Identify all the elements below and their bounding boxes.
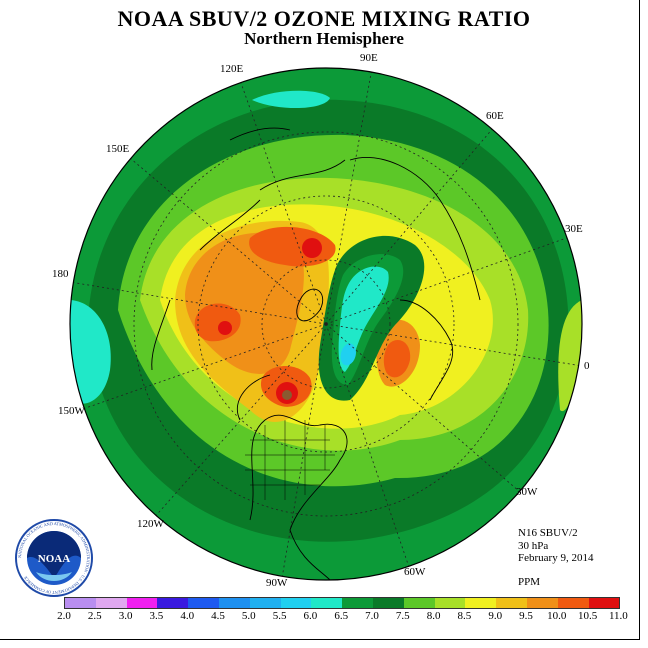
- logo-text: NOAA: [38, 553, 70, 565]
- colorbar-tick-label: 3.5: [149, 610, 164, 622]
- colorbar-segment: [526, 598, 558, 608]
- colorbar-segment: [311, 598, 343, 608]
- colorbar-segment: [342, 598, 373, 608]
- lon-label-120e: 120E: [220, 63, 244, 75]
- colorbar: [64, 597, 621, 609]
- colorbar-tick-label: 5.0: [241, 610, 256, 622]
- lon-label-150e: 150E: [106, 143, 130, 155]
- colorbar-segment: [496, 598, 527, 608]
- colorbar-tick-label: 6.5: [334, 610, 349, 622]
- lon-label-180: 180: [52, 268, 69, 280]
- colorbar-segment: [126, 598, 158, 608]
- colorbar-tick-label: 4.0: [180, 610, 195, 622]
- colorbar-tick-label: 10.0: [547, 610, 567, 622]
- map-subtitle: Northern Hemisphere: [244, 29, 404, 48]
- colorbar-segment: [434, 598, 466, 608]
- colorbar-tick-label: 8.5: [457, 610, 472, 622]
- colorbar-tick-label: 10.5: [577, 610, 598, 622]
- colorbar-tick-label: 9.5: [519, 610, 533, 622]
- instrument-label: N16 SBUV/2: [518, 527, 578, 539]
- colorbar-segment: [280, 598, 312, 608]
- lon-label-60e: 60E: [486, 110, 504, 122]
- date-label: February 9, 2014: [518, 552, 594, 564]
- colorbar-segment: [95, 598, 127, 608]
- lon-label-90e: 90E: [360, 52, 378, 64]
- pressure-level-label: 30 hPa: [518, 540, 549, 552]
- map-title: NOAA SBUV/2 OZONE MIXING RATIO: [117, 6, 531, 31]
- lon-label-60w: 60W: [404, 566, 426, 578]
- lon-label-30e: 30E: [565, 223, 583, 235]
- colorbar-tick-label: 11.0: [608, 610, 628, 622]
- colorbar-segment: [588, 598, 620, 608]
- colorbar-tick-label: 3.0: [118, 610, 133, 622]
- colorbar-tick-label: 2.0: [57, 610, 71, 622]
- figure-frame: [0, 0, 640, 640]
- colorbar-segment: [372, 598, 404, 608]
- noaa-logo: NOAA NATIONAL OCEANIC AND ATMOSPHERIC AD…: [15, 519, 93, 597]
- lon-label-0: 0: [584, 360, 590, 372]
- colorbar-tick-label: 6.0: [303, 610, 318, 622]
- hemisphere-boundary: [69, 67, 583, 581]
- lon-label-120w: 120W: [137, 518, 164, 530]
- colorbar-segment: [403, 598, 435, 608]
- colorbar-segment: [188, 598, 219, 608]
- lon-label-150w: 150W: [58, 405, 85, 417]
- colorbar-tick-label: 7.0: [365, 610, 379, 622]
- colorbar-segment: [218, 598, 250, 608]
- colorbar-tick-label: 9.0: [488, 610, 503, 622]
- colorbar-segment: [557, 598, 589, 608]
- colorbar-tick-label: 5.5: [272, 610, 287, 622]
- units-label: PPM: [518, 576, 541, 588]
- lon-label-30w: 30W: [516, 486, 538, 498]
- colorbar-segment: [65, 598, 96, 608]
- colorbar-tick-label: 2.5: [87, 610, 102, 622]
- colorbar-segment: [249, 598, 281, 608]
- lon-label-90w: 90W: [266, 577, 288, 589]
- colorbar-tick-label: 7.5: [395, 610, 410, 622]
- coastlines: [151, 127, 481, 580]
- colorbar-segment: [465, 598, 497, 608]
- colorbar-tick-label: 8.0: [426, 610, 441, 622]
- colorbar-segment: [157, 598, 189, 608]
- ozone-fill-field: [70, 68, 582, 580]
- colorbar-ticks: 2.0 2.5 3.0 3.5 4.0 4.5 5.0 5.5 6.0 6.5 7.0 7.5 8.0 8…: [48, 610, 628, 624]
- colorbar-tick-label: 4.5: [211, 610, 225, 622]
